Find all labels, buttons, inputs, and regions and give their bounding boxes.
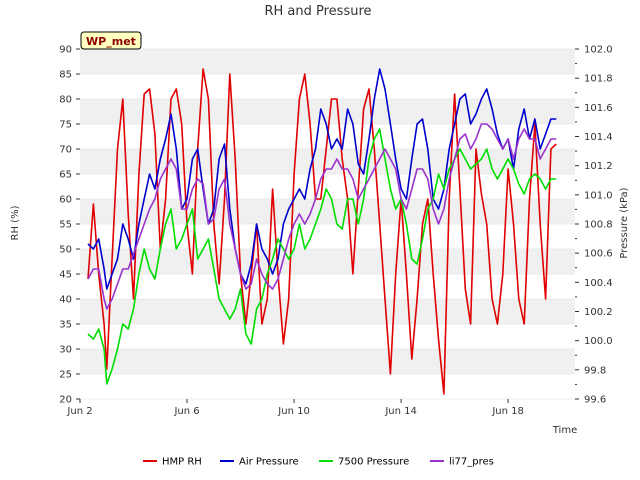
y-right-tick-label: 102.0 — [584, 45, 613, 56]
y-right-tick-label: 100.8 — [584, 220, 613, 231]
x-axis: Jun 2 Jun 6 Jun 10 Jun 14 Jun 18 — [66, 399, 524, 417]
y-left-tick-label: 50 — [59, 245, 72, 256]
y-left-tick-label: 40 — [59, 295, 72, 306]
x-tick-label: Jun 10 — [277, 406, 310, 417]
y-left-tick-label: 60 — [59, 195, 72, 206]
y-right-tick-label: 100.6 — [584, 249, 613, 260]
wp-met-badge: WP_met — [80, 31, 142, 50]
legend-label: 7500 Pressure — [338, 457, 409, 468]
x-tick-label: Jun 2 — [66, 406, 92, 417]
series-line-li77-pres — [87, 123, 557, 310]
grid-band — [80, 99, 575, 124]
y-left-tick-label: 55 — [59, 220, 72, 231]
y-axis-right: 99.6 99.8 100.0 100.2 100.4 100.6 100.8 101.0 10… — [575, 45, 613, 406]
chart-title: RH and Pressure — [264, 4, 371, 19]
badge-label: WP_met — [86, 35, 136, 48]
y-left-tick-label: 75 — [59, 120, 72, 131]
x-tick-label: Jun 6 — [173, 406, 199, 417]
legend: HMP RH Air Pressure 7500 Pressure li77_pres — [143, 457, 494, 468]
y-left-tick-label: 30 — [59, 345, 72, 356]
y-left-tick-label: 90 — [59, 45, 72, 56]
grid-band — [80, 149, 575, 174]
grid-band — [80, 49, 575, 74]
legend-label: li77_pres — [449, 457, 494, 468]
y-right-tick-label: 99.8 — [584, 365, 606, 376]
series-line-7500-pressure — [87, 128, 557, 385]
y-right-tick-label: 99.6 — [584, 395, 606, 406]
y-axis-left-label: RH (%) — [10, 205, 21, 240]
y-right-tick-label: 100.0 — [584, 336, 613, 347]
grid-band — [80, 299, 575, 324]
y-right-tick-label: 101.4 — [584, 132, 613, 143]
y-right-tick-label: 101.6 — [584, 103, 613, 114]
grid-band — [80, 199, 575, 224]
y-right-tick-label: 100.4 — [584, 278, 613, 289]
x-axis-label: Time — [552, 425, 577, 436]
y-left-tick-label: 85 — [59, 70, 72, 81]
y-left-tick-label: 25 — [59, 370, 72, 381]
plot-background — [80, 48, 575, 400]
y-right-tick-label: 100.2 — [584, 307, 613, 318]
y-left-tick-label: 80 — [59, 95, 72, 106]
y-left-tick-label: 35 — [59, 320, 72, 331]
y-right-tick-label: 101.0 — [584, 190, 613, 201]
grid-band — [80, 249, 575, 274]
y-left-tick-label: 65 — [59, 170, 72, 181]
legend-label: HMP RH — [162, 457, 202, 468]
y-right-tick-label: 101.8 — [584, 74, 613, 85]
y-axis-left: 20 25 30 35 40 45 50 55 60 65 70 75 80 85 90 — [59, 45, 80, 406]
series-line-air-pressure — [87, 68, 557, 290]
series-line-hmp-rh — [87, 68, 557, 395]
legend-label: Air Pressure — [239, 457, 299, 468]
x-tick-label: Jun 18 — [491, 406, 524, 417]
y-right-tick-label: 101.2 — [584, 161, 613, 172]
series-lines — [87, 68, 557, 395]
grid-band — [80, 349, 575, 374]
y-left-tick-label: 70 — [59, 145, 72, 156]
y-left-tick-label: 45 — [59, 270, 72, 281]
y-axis-right-label: Pressure (kPa) — [619, 187, 630, 258]
x-tick-label: Jun 14 — [384, 406, 417, 417]
y-left-tick-label: 20 — [59, 395, 72, 406]
